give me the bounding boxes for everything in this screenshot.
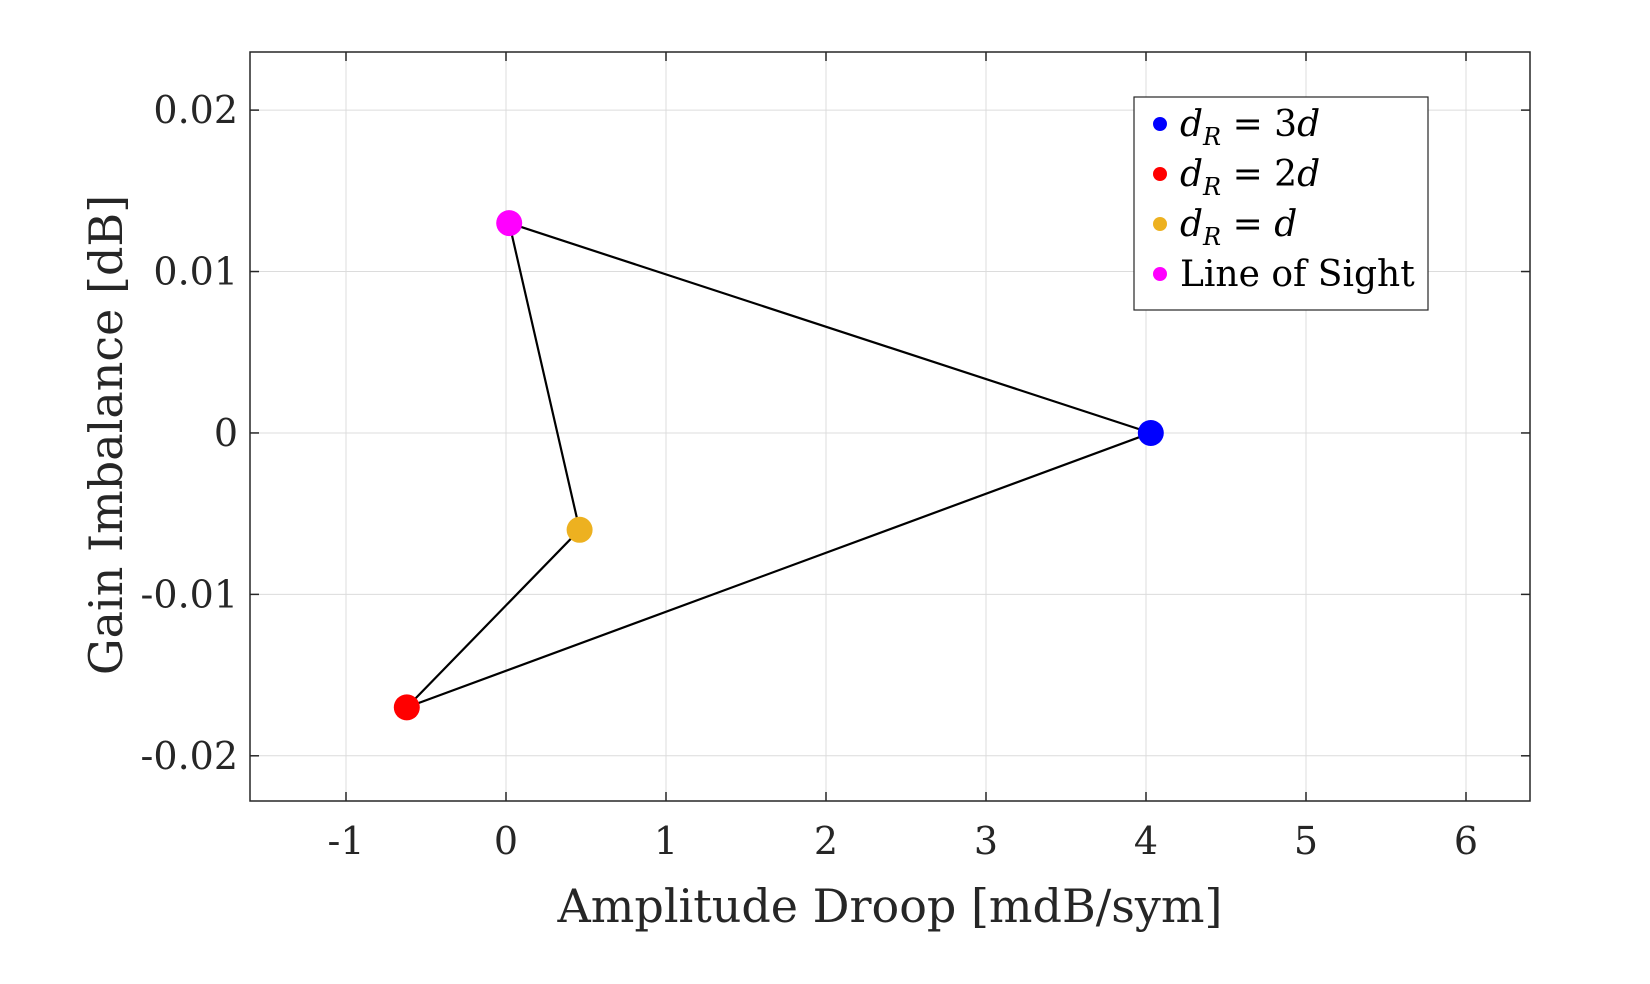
y-tick-label: 0: [214, 411, 238, 455]
legend-marker: [1153, 217, 1167, 231]
legend-box: [1133, 96, 1429, 311]
legend-label: dR = 3d: [1180, 104, 1320, 151]
x-tick-labels: -1 0 1 2 3 4 5 6: [327, 819, 1478, 863]
y-tick-label: 0.02: [153, 88, 238, 132]
data-point: [566, 516, 593, 543]
x-tick-label: 6: [1454, 819, 1478, 863]
x-tick-label: -1: [327, 819, 364, 863]
x-axis-label: Amplitude Droop [mdB/sym]: [557, 879, 1223, 933]
legend-label: dR = d: [1180, 204, 1297, 251]
y-tick-label: -0.01: [141, 572, 238, 616]
legend-marker: [1153, 167, 1167, 181]
legend-label: Line of Sight: [1180, 254, 1415, 295]
connecting-line: [406, 222, 1155, 709]
y-tick-label: -0.02: [141, 734, 238, 778]
x-tick-label: 4: [1134, 819, 1158, 863]
y-tick-label: 0.01: [153, 250, 238, 294]
legend-marker: [1153, 117, 1167, 131]
plot-frame: [249, 51, 1531, 802]
x-tick-label: 5: [1294, 819, 1318, 863]
legend-marker: [1153, 267, 1167, 281]
x-tick-label: 0: [494, 819, 518, 863]
x-tick-label: 3: [974, 819, 998, 863]
data-point: [1137, 419, 1164, 446]
y-axis-label: Gain Imbalance [dB]: [79, 195, 133, 675]
y-tick-labels: 0.02 0.01 0 -0.01 -0.02: [141, 88, 238, 778]
data-points: [393, 210, 1164, 721]
data-point: [496, 210, 523, 237]
connecting-line-group: [406, 222, 1155, 709]
x-tick-label: 1: [654, 819, 678, 863]
ticks: [250, 52, 1530, 801]
legend-label: dR = 2d: [1180, 154, 1320, 201]
data-point: [393, 694, 420, 721]
x-tick-label: 2: [814, 819, 838, 863]
